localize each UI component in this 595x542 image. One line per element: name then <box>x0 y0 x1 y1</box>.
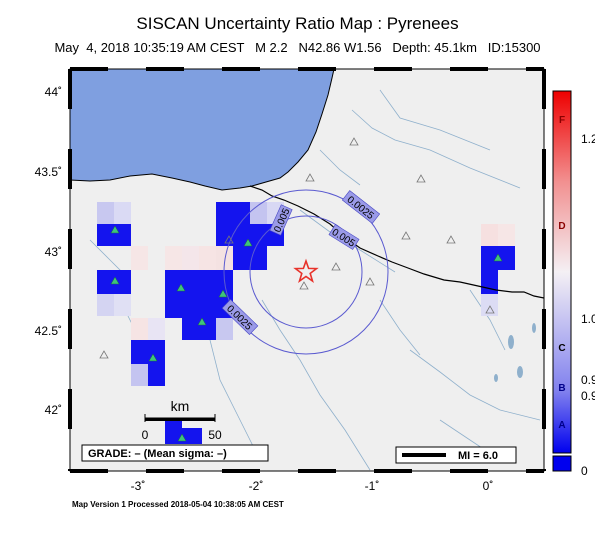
lon-label: 0˚ <box>483 479 494 493</box>
station-marker <box>416 174 426 183</box>
mi-label: MI = 6.0 <box>458 450 498 462</box>
lon-label: -1˚ <box>365 479 380 493</box>
scale-unit: km <box>171 398 190 414</box>
lat-label: 44˚ <box>45 85 62 99</box>
colorbar-tick: 0.9 <box>581 373 595 387</box>
epicenter-star <box>293 258 319 283</box>
station-marker <box>349 137 359 146</box>
lat-label: 43˚ <box>45 245 62 259</box>
processing-footer: Map Version 1 Processed 2018-05-04 10:38… <box>72 500 284 509</box>
station-marker <box>305 173 315 182</box>
station-marker <box>331 262 341 271</box>
station-marker <box>197 317 207 326</box>
map-frame <box>68 67 546 473</box>
lat-label: 42.5˚ <box>35 324 62 338</box>
colorbar-grade: B <box>558 383 565 394</box>
station-marker <box>243 238 253 247</box>
station-marker <box>148 353 158 362</box>
grade-label: GRADE: – (Mean sigma: –) <box>88 448 227 460</box>
station-marker <box>493 253 503 262</box>
station-marker <box>176 283 186 292</box>
map-canvas <box>70 69 544 471</box>
colorbar-tick: 1.0 <box>581 312 595 326</box>
lat-label: 43.5˚ <box>35 165 62 179</box>
latitude-labels: 44˚ 43.5˚ 43˚ 42.5˚ 42˚ <box>35 85 62 417</box>
station-marker <box>224 235 234 244</box>
longitude-labels: -3˚ -2˚ -1˚ 0˚ <box>131 479 494 493</box>
colorbar-tick: 0 <box>581 464 588 478</box>
scale-start: 0 <box>142 428 149 442</box>
uncertainty-contours <box>223 189 389 355</box>
station-marker <box>446 235 456 244</box>
station-marker <box>365 277 375 286</box>
scale-end: 50 <box>208 428 222 442</box>
station-marker <box>299 281 309 290</box>
stations <box>99 137 503 442</box>
station-marker <box>218 289 228 298</box>
station-marker <box>110 276 120 285</box>
colorbar-grade: D <box>558 221 565 232</box>
colorbar-grade: A <box>558 420 565 431</box>
event-info: May 4, 2018 10:35:19 AM CEST M 2.2 N42.8… <box>54 40 541 55</box>
colorbar-tick: 1.2 <box>581 132 595 146</box>
grade-box: GRADE: – (Mean sigma: –) <box>81 444 269 462</box>
lakes <box>494 323 536 382</box>
station-marker <box>177 433 187 442</box>
colorbar-grade: C <box>558 343 565 354</box>
station-marker <box>485 305 495 314</box>
mi-legend: MI = 6.0 <box>395 446 517 464</box>
national-border <box>249 185 544 299</box>
colorbar-tick: 0.9 <box>581 389 595 403</box>
lon-label: -3˚ <box>131 479 146 493</box>
station-marker <box>110 225 120 234</box>
colorbar: F D C B A 1.2 1.0 0.9 0.9 0 <box>552 90 595 478</box>
map-title: SISCAN Uncertainty Ratio Map : Pyrenees <box>136 14 459 33</box>
station-marker <box>401 231 411 240</box>
scale-bar: km 0 50 <box>142 398 222 442</box>
station-marker <box>99 350 109 359</box>
lat-label: 42˚ <box>45 403 62 417</box>
colorbar-grade: F <box>559 115 565 126</box>
ocean-area <box>70 69 334 190</box>
lon-label: -2˚ <box>249 479 264 493</box>
coastline <box>70 69 335 191</box>
